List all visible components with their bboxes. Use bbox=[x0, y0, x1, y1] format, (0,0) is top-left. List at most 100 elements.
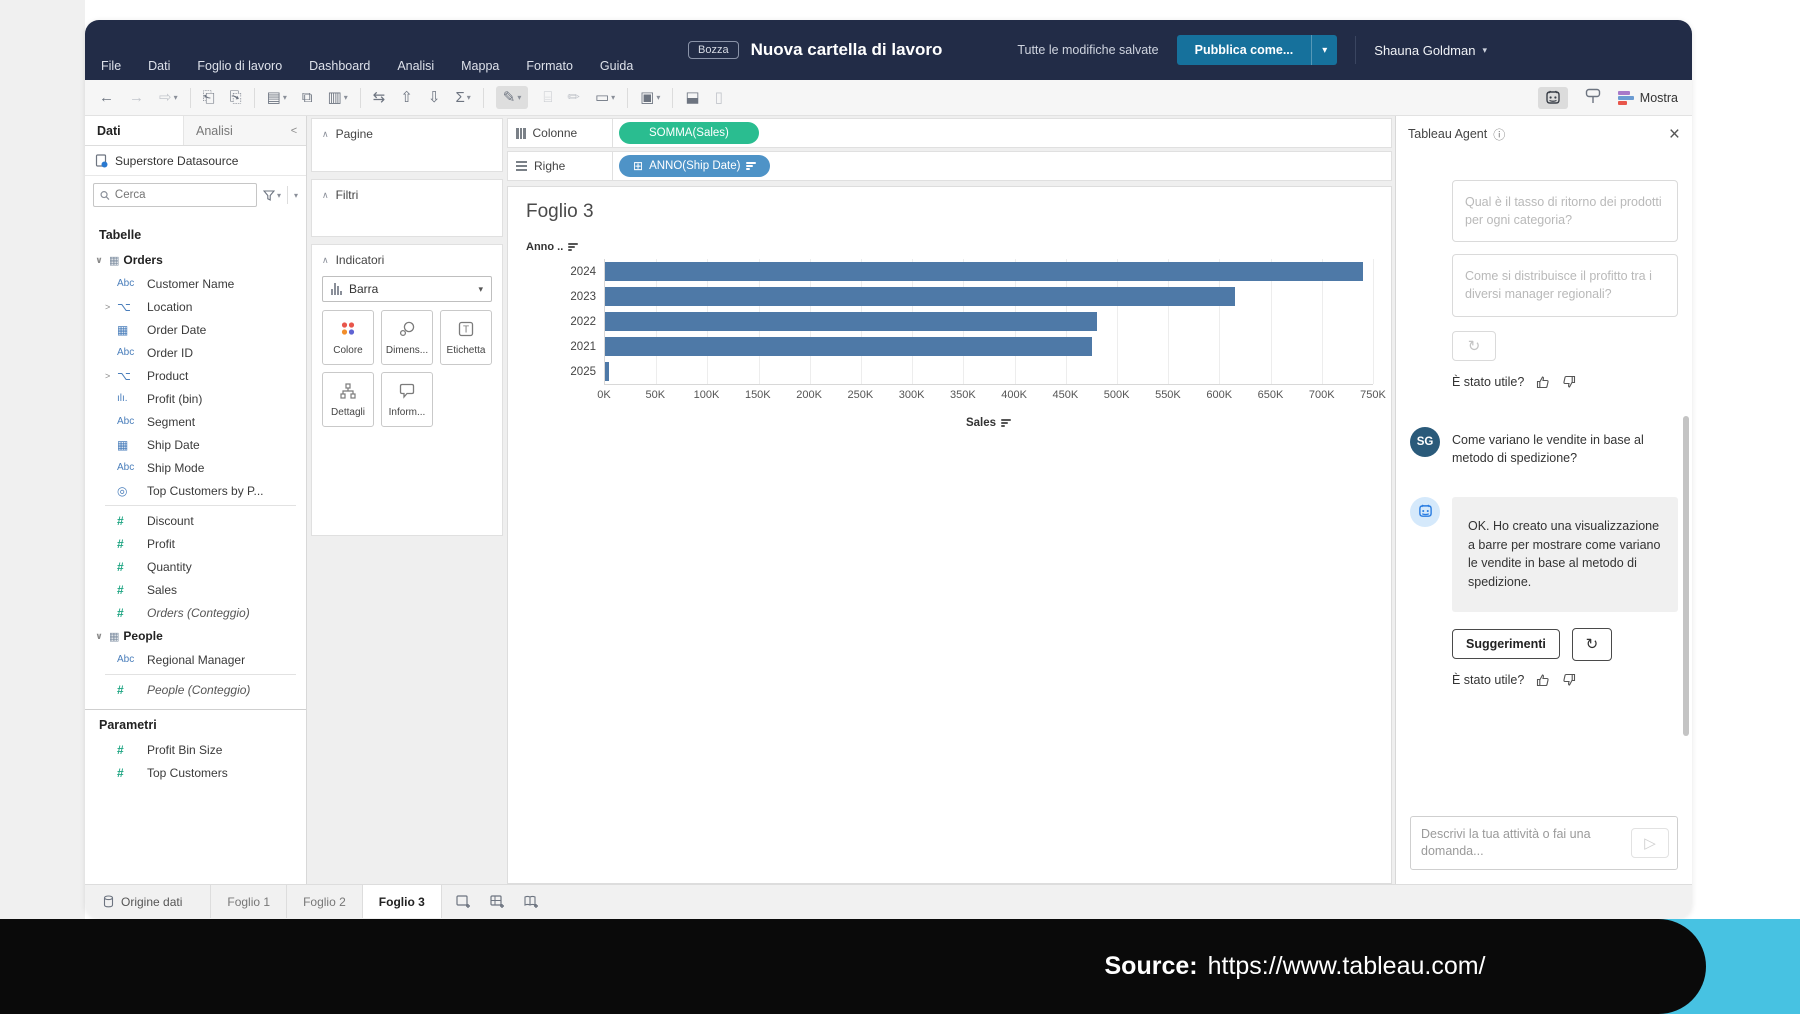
regenerate-button[interactable]: ↻ bbox=[1571, 627, 1612, 661]
mark-button-inform[interactable]: Inform... bbox=[381, 372, 433, 427]
suggestion-card-1[interactable]: Qual è il tasso di ritorno dei prodotti … bbox=[1452, 180, 1678, 243]
tab-foglio-1[interactable]: Foglio 1 bbox=[211, 885, 288, 918]
menu-item-file[interactable]: File bbox=[101, 59, 122, 73]
regenerate-suggestions-button[interactable]: ↻ bbox=[1452, 330, 1496, 361]
bar-2022[interactable] bbox=[605, 312, 1097, 331]
menu-item-dashboard[interactable]: Dashboard bbox=[309, 59, 371, 73]
scrollbar[interactable] bbox=[1683, 416, 1689, 736]
field-profit-bin[interactable]: ılı. Profit (bin) bbox=[85, 387, 306, 410]
sort-descending-button[interactable]: ⇩ bbox=[427, 89, 441, 106]
field-segment[interactable]: Abc Segment bbox=[85, 410, 306, 433]
panel-options-caret-icon[interactable]: ▾ bbox=[293, 190, 298, 200]
field-top-customers-by-p[interactable]: ◎ Top Customers by P... bbox=[85, 479, 306, 502]
clear-sheet-button[interactable]: ▥ ▾ bbox=[327, 89, 348, 106]
collapse-panel-button[interactable]: < bbox=[282, 116, 306, 145]
expand-caret-icon[interactable]: > bbox=[105, 301, 111, 312]
expand-caret-icon[interactable]: > bbox=[105, 370, 111, 381]
row-header-2021[interactable]: 2021 bbox=[570, 340, 596, 353]
swap-axes-button[interactable]: ⇆ bbox=[372, 89, 386, 106]
duplicate-sheet-button[interactable]: ⧉ bbox=[301, 89, 313, 106]
menu-item-dati[interactable]: Dati bbox=[148, 59, 171, 73]
parameter-top-customers[interactable]: # Top Customers bbox=[85, 761, 306, 784]
save-button[interactable]: ⎘ bbox=[229, 89, 242, 106]
collapse-chevron-icon[interactable]: ∧ bbox=[322, 254, 329, 265]
suggestions-button[interactable]: Suggerimenti bbox=[1452, 629, 1560, 660]
user-menu[interactable]: Shauna Goldman ▾ bbox=[1374, 43, 1487, 58]
device-layout-button[interactable]: ▣ ▾ bbox=[640, 89, 661, 106]
field-location[interactable]: > ⌥ Location bbox=[85, 295, 306, 318]
bar-2021[interactable] bbox=[605, 337, 1093, 356]
close-icon[interactable]: × bbox=[1668, 123, 1680, 145]
agent-input-field[interactable]: Descrivi la tua attività o fai una doman… bbox=[1410, 816, 1678, 870]
redo-button[interactable]: → bbox=[129, 89, 144, 106]
mark-button-colore[interactable]: Colore bbox=[322, 310, 374, 365]
bar-2024[interactable] bbox=[605, 262, 1363, 281]
pill-anno-ship-date[interactable]: ⊞ ANNO(Ship Date) bbox=[619, 155, 771, 177]
new-data-source-button[interactable]: ⎗ bbox=[202, 89, 215, 106]
row-header-2023[interactable]: 2023 bbox=[570, 290, 596, 303]
table-row-people[interactable]: ∨ ▦ People bbox=[85, 624, 306, 648]
field-sales[interactable]: # Sales bbox=[85, 578, 306, 601]
tab-dati[interactable]: Dati bbox=[85, 116, 183, 145]
table-row-orders[interactable]: ∨ ▦ Orders bbox=[85, 248, 306, 272]
field-discount[interactable]: # Discount bbox=[85, 509, 306, 532]
datasource-row[interactable]: Superstore Datasource bbox=[85, 146, 306, 176]
suggestion-card-2[interactable]: Come si distribuisce il profitto tra i d… bbox=[1452, 254, 1678, 317]
menu-item-mappa[interactable]: Mappa bbox=[461, 59, 500, 73]
tab-foglio-2[interactable]: Foglio 2 bbox=[287, 885, 363, 918]
new-worksheet-button[interactable]: ▤ ▾ bbox=[266, 89, 287, 106]
collapse-caret-icon[interactable]: ∨ bbox=[95, 630, 103, 641]
search-field[interactable] bbox=[93, 183, 257, 207]
thumbs-up-icon[interactable] bbox=[1536, 375, 1550, 389]
field-product[interactable]: > ⌥ Product bbox=[85, 364, 306, 387]
mark-button-dimens[interactable]: Dimens... bbox=[381, 310, 433, 365]
search-input[interactable] bbox=[114, 189, 250, 201]
new-story-tab-button[interactable] bbox=[518, 890, 546, 914]
mark-type-select[interactable]: Barra ▾ bbox=[322, 276, 492, 302]
publish-dropdown-caret-icon[interactable]: ▾ bbox=[1311, 35, 1338, 65]
field-people-conteggio[interactable]: # People (Conteggio) bbox=[85, 678, 306, 701]
field-order-id[interactable]: Abc Order ID bbox=[85, 341, 306, 364]
thumbs-down-icon[interactable] bbox=[1562, 375, 1576, 389]
thumbs-up-icon[interactable] bbox=[1536, 673, 1550, 687]
totals-button[interactable]: Σ ▾ bbox=[455, 89, 471, 106]
comment-button[interactable]: ▯ bbox=[714, 89, 723, 106]
mark-button-dettagli[interactable]: Dettagli bbox=[322, 372, 374, 427]
undo-button[interactable]: ← bbox=[99, 89, 114, 106]
collapse-chevron-icon[interactable]: ∧ bbox=[322, 128, 329, 139]
new-worksheet-tab-button[interactable] bbox=[450, 890, 478, 914]
annotation-button[interactable]: ✏ bbox=[567, 89, 580, 106]
menu-item-foglio-di-lavoro[interactable]: Foglio di lavoro bbox=[197, 59, 283, 73]
rows-shelf[interactable]: Righe ⊞ ANNO(Ship Date) bbox=[507, 151, 1392, 181]
pill-somma-sales[interactable]: SOMMA(Sales) bbox=[619, 122, 759, 144]
show-me-button[interactable]: Mostra bbox=[1617, 90, 1678, 105]
info-icon[interactable]: ⓘ bbox=[1493, 127, 1506, 142]
send-button[interactable]: ▷ bbox=[1631, 828, 1669, 858]
row-field-header[interactable]: Anno .. bbox=[526, 241, 1373, 253]
field-quantity[interactable]: # Quantity bbox=[85, 555, 306, 578]
new-dashboard-tab-button[interactable] bbox=[484, 890, 512, 914]
tableau-agent-toggle-button[interactable] bbox=[1537, 86, 1568, 109]
row-header-2022[interactable]: 2022 bbox=[570, 315, 596, 328]
row-header-2024[interactable]: 2024 bbox=[570, 265, 596, 278]
tab-foglio-3[interactable]: Foglio 3 bbox=[362, 885, 442, 918]
collapse-chevron-icon[interactable]: ∧ bbox=[322, 189, 329, 200]
field-filter-button[interactable]: ▾ bbox=[262, 189, 281, 201]
field-ship-mode[interactable]: Abc Ship Mode bbox=[85, 456, 306, 479]
replay-button[interactable]: ⇨ ▾ bbox=[159, 89, 178, 106]
field-customer-name[interactable]: Abc Customer Name bbox=[85, 272, 306, 295]
collapse-caret-icon[interactable]: ∨ bbox=[95, 254, 103, 265]
bar-2025[interactable] bbox=[605, 362, 610, 381]
highlight-button[interactable]: ✎ ▾ bbox=[495, 86, 529, 109]
row-header-2025[interactable]: 2025 bbox=[570, 365, 596, 378]
thumbs-down-icon[interactable] bbox=[1562, 673, 1576, 687]
field-regional-manager[interactable]: Abc Regional Manager bbox=[85, 648, 306, 671]
tab-origine-dati[interactable]: Origine dati bbox=[95, 885, 212, 918]
publish-button[interactable]: Pubblica come... bbox=[1176, 35, 1312, 65]
filters-card[interactable]: ∧ Filtri bbox=[311, 179, 503, 237]
source-url[interactable]: https://www.tableau.com/ bbox=[1207, 952, 1486, 980]
x-axis-label[interactable]: Sales bbox=[604, 417, 1373, 429]
parameter-profit-bin-size[interactable]: # Profit Bin Size bbox=[85, 738, 306, 761]
field-profit[interactable]: # Profit bbox=[85, 532, 306, 555]
fit-view-button[interactable]: ▭ ▾ bbox=[594, 89, 616, 106]
